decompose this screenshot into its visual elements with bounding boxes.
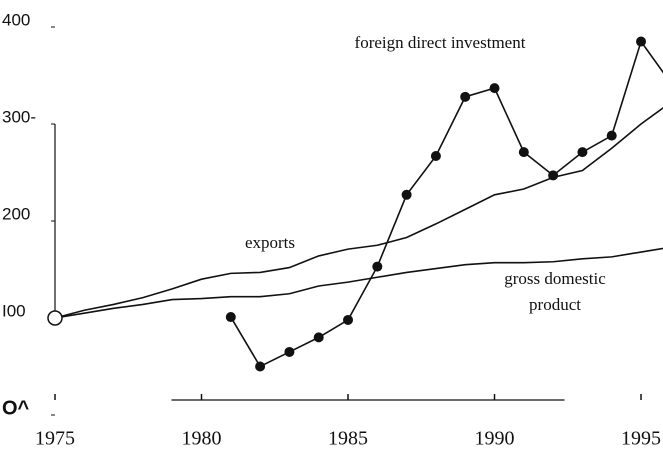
y-tick-label: I00 <box>2 301 26 320</box>
data-point <box>255 361 266 372</box>
series-label: gross domestic product <box>504 269 606 314</box>
series-line <box>54 107 663 319</box>
data-point <box>518 147 529 158</box>
x-tick-label: 1995 <box>621 428 661 450</box>
data-point <box>430 151 441 162</box>
y-tick-label: 300- <box>2 107 36 126</box>
series-label: exports <box>244 233 296 252</box>
x-tick-label: 1985 <box>328 428 368 450</box>
data-point <box>401 189 412 200</box>
x-tick-label: 1980 <box>182 428 222 450</box>
series-line <box>54 247 663 319</box>
data-point <box>636 36 647 47</box>
data-point <box>460 91 471 102</box>
data-point <box>313 332 324 343</box>
data-point <box>225 312 236 323</box>
y-tick-label: 200 <box>2 204 30 223</box>
y-tick-label: O^ <box>2 397 30 419</box>
data-point <box>372 261 383 272</box>
series-label: foreign direct investment <box>354 33 526 52</box>
data-point <box>284 346 295 357</box>
x-tick-label: 1975 <box>35 428 75 450</box>
data-point <box>577 147 588 158</box>
data-point <box>606 130 617 141</box>
data-point <box>343 314 354 325</box>
series-line <box>230 39 663 368</box>
data-point <box>489 83 500 94</box>
x-tick-label: 1990 <box>475 428 515 450</box>
origin-marker <box>47 310 63 326</box>
y-tick-label: 400 <box>2 10 30 29</box>
